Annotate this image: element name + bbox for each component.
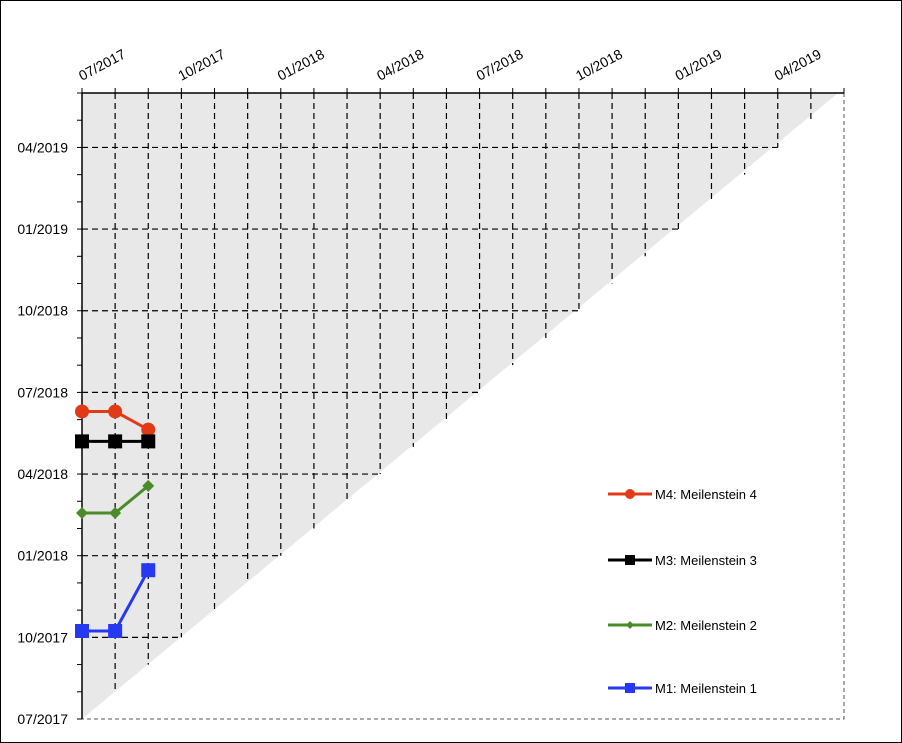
legend-label: M3: Meilenstein 3 — [655, 553, 757, 568]
legend: M4: Meilenstein 4 M3: Meilenstein 3 M2: Me… — [608, 487, 757, 696]
y-tick-label: 07/2017 — [17, 711, 68, 727]
x-tick-label: 10/2018 — [573, 46, 625, 84]
legend-item: M3: Meilenstein 3 — [608, 553, 757, 568]
legend-label: M1: Meilenstein 1 — [655, 681, 757, 696]
data-point — [141, 563, 156, 578]
series-1 — [75, 404, 156, 437]
y-tick-label: 10/2018 — [17, 303, 68, 319]
legend-marker — [625, 489, 635, 499]
legend-marker — [625, 683, 635, 693]
legend-item: M2: Meilenstein 2 — [608, 618, 757, 633]
legend-marker — [625, 555, 635, 565]
legend-label: M2: Meilenstein 2 — [655, 618, 757, 633]
data-point — [141, 422, 156, 437]
data-point — [76, 507, 88, 520]
x-tick-label: 04/2019 — [772, 46, 824, 84]
legend-marker — [626, 621, 634, 629]
y-tick-label: 01/2018 — [17, 548, 68, 564]
legend-label: M4: Meilenstein 4 — [655, 487, 757, 502]
data-point — [108, 404, 123, 419]
x-tick-label: 10/2017 — [175, 46, 227, 84]
x-tick-label: 07/2017 — [76, 46, 128, 84]
y-tick-label: 07/2018 — [17, 384, 68, 400]
x-tick-label: 04/2018 — [374, 46, 426, 84]
series-4 — [75, 563, 156, 638]
y-tick-label: 10/2017 — [17, 629, 68, 645]
legend-item: M1: Meilenstein 1 — [608, 681, 757, 696]
grid — [82, 93, 845, 720]
data-point — [108, 434, 123, 449]
x-tick-label: 07/2018 — [473, 46, 525, 84]
y-tick-label: 04/2018 — [17, 466, 68, 482]
data-point — [141, 434, 156, 449]
data-point — [75, 404, 89, 419]
plot-background — [82, 93, 838, 719]
legend-item: M4: Meilenstein 4 — [608, 487, 757, 502]
plot-border-dashed — [82, 93, 845, 720]
series-3 — [76, 479, 155, 520]
data-point — [75, 623, 89, 638]
data-point — [142, 479, 155, 492]
data-point — [75, 434, 89, 449]
y-tick-label: 01/2019 — [17, 221, 68, 237]
shaded-region — [82, 93, 838, 719]
x-tick-label: 01/2018 — [275, 46, 327, 84]
y-tick-label: 04/2019 — [17, 139, 68, 155]
data-point — [109, 507, 122, 520]
series-2 — [75, 434, 156, 449]
series-layer — [75, 404, 156, 638]
x-tick-label: 01/2019 — [672, 46, 724, 84]
data-point — [108, 623, 123, 638]
